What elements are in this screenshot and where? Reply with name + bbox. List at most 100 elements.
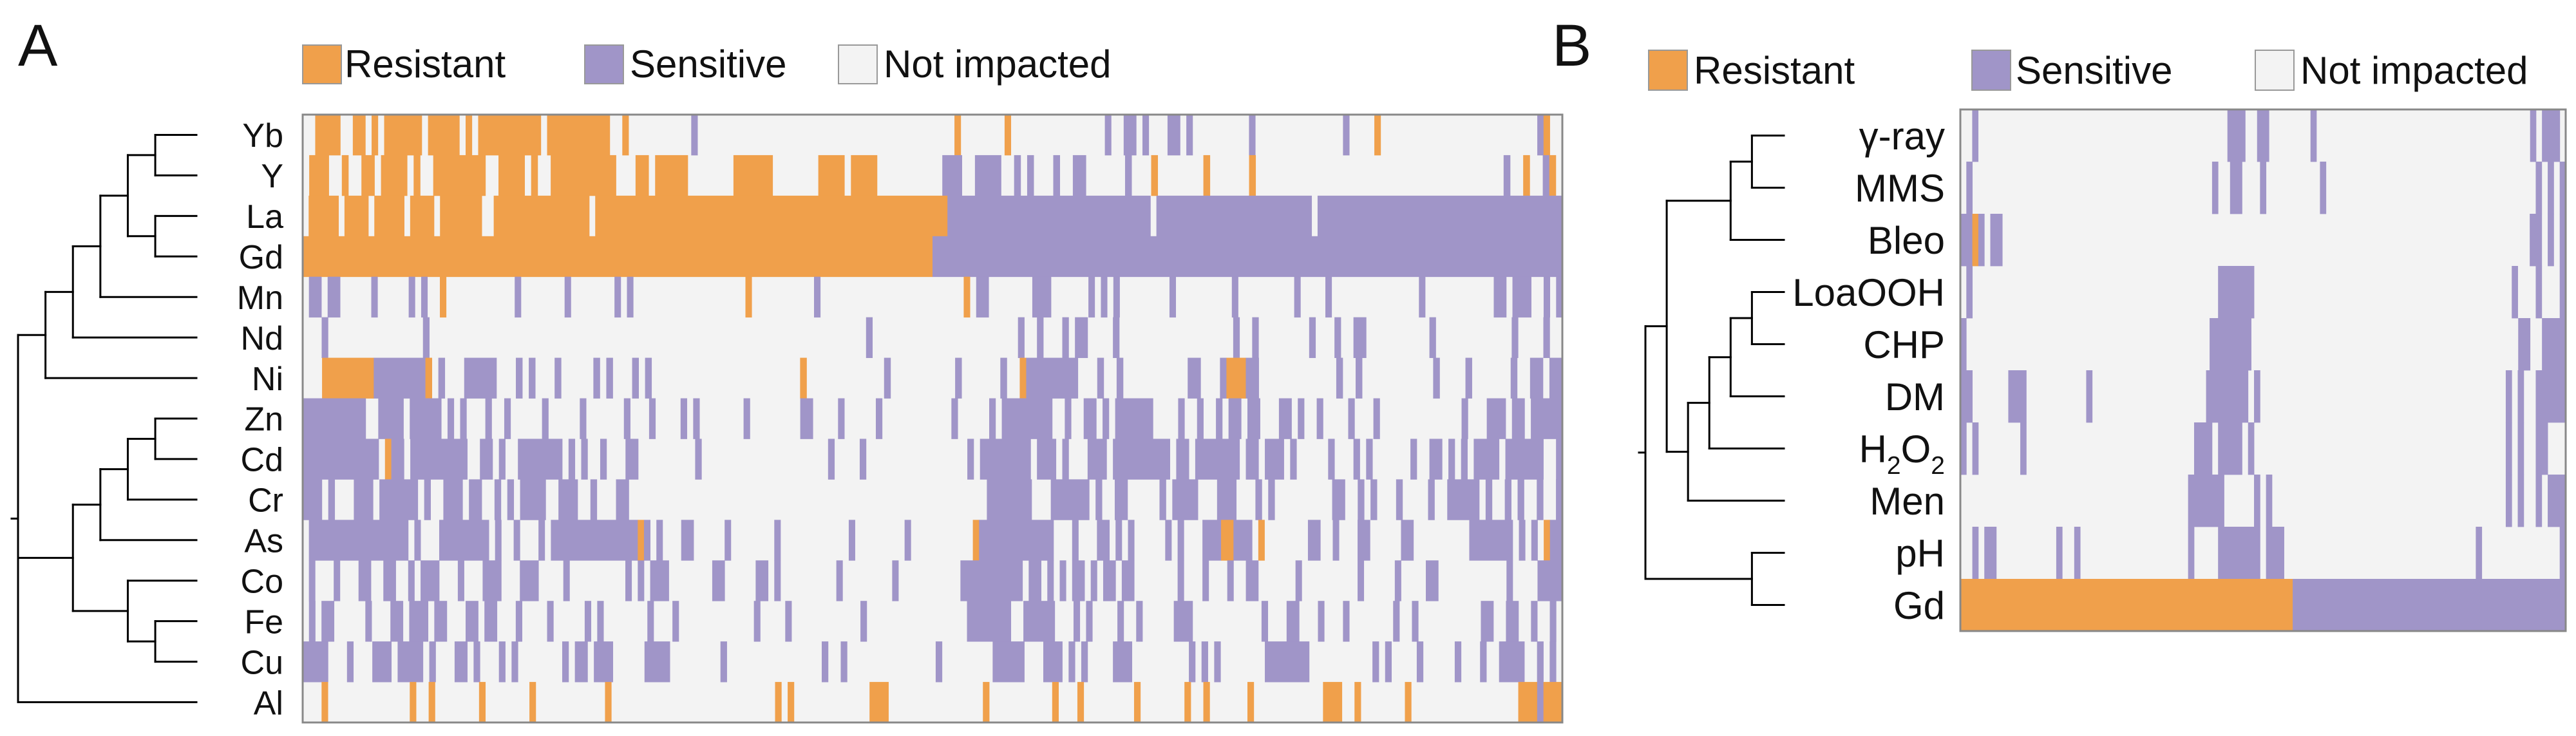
heatmap-a-cell-sensitive <box>443 479 463 520</box>
heatmap-a-cell-sensitive <box>1220 357 1227 399</box>
row-label-a-0: Yb <box>242 117 283 155</box>
heatmap-a-cell-sensitive <box>374 357 426 399</box>
heatmap-a-cell-resistant <box>1221 520 1234 561</box>
heatmap-a-cell-sensitive <box>1214 641 1221 683</box>
heatmap-b-cell-sensitive <box>2535 422 2548 475</box>
heatmap-a-cell-resistant <box>1544 520 1551 561</box>
heatmap-a-cell-sensitive <box>421 560 440 601</box>
heatmap-a-cell-sensitive <box>504 398 511 439</box>
heatmap-a-cell-sensitive <box>1252 317 1259 358</box>
heatmap-a-cell-sensitive <box>600 439 607 480</box>
heatmap-a-cell-sensitive <box>987 479 1032 520</box>
heatmap-b-cell-sensitive <box>2535 370 2566 423</box>
heatmap-a-cell-sensitive <box>1247 398 1260 439</box>
heatmap-a-cell-sensitive <box>513 520 520 561</box>
heatmap-a-cell-sensitive <box>866 317 873 358</box>
heatmap-a-cell-sensitive <box>574 641 588 683</box>
heatmap-a-cell-sensitive <box>469 479 482 520</box>
heatmap-a-cell-sensitive <box>836 560 843 601</box>
heatmap-a-cell-sensitive <box>967 439 974 480</box>
heatmap-a-cell-sensitive <box>558 479 578 520</box>
heatmap-a-cell-sensitive <box>693 398 700 439</box>
heatmap-a-cell-sensitive <box>564 276 571 318</box>
heatmap-a-cell-sensitive <box>1356 357 1363 399</box>
heatmap-b-cell-sensitive <box>2056 527 2063 580</box>
heatmap-a-cell-resistant <box>413 155 421 196</box>
heatmap-a-cell-resistant <box>498 155 525 196</box>
heatmap-a-cell-sensitive <box>681 520 694 561</box>
heatmap-a-cell-sensitive <box>680 398 687 439</box>
heatmap-a-cell-sensitive <box>1188 357 1201 399</box>
heatmap-a-cell-sensitive <box>321 601 335 642</box>
heatmap-a-cell-sensitive <box>1177 520 1184 561</box>
heatmap-a-cell-sensitive <box>1549 641 1557 683</box>
heatmap-a-cell-sensitive <box>372 641 392 683</box>
heatmap-a-cell-sensitive <box>358 560 372 601</box>
heatmap-a-cell-sensitive <box>1178 398 1185 439</box>
heatmap-a-cell-sensitive <box>1556 479 1563 520</box>
heatmap-a-cell-resistant <box>440 276 447 318</box>
heatmap-a-cell-sensitive <box>840 641 848 683</box>
heatmap-a-cell-sensitive <box>473 641 480 683</box>
heatmap-b-cell-sensitive <box>2074 527 2081 580</box>
heatmap-a-cell-sensitive <box>1245 357 1259 399</box>
heatmap-a-cell-sensitive <box>1290 439 1297 480</box>
heatmap-b-cell-sensitive <box>2517 370 2524 423</box>
heatmap-b-cell-sensitive <box>2559 214 2566 267</box>
heatmap-a-cell-sensitive <box>1103 398 1110 439</box>
heatmap-a-cell-resistant <box>493 195 590 237</box>
heatmap-a-cell-sensitive <box>346 641 354 683</box>
heatmap-b-cell-sensitive <box>2548 162 2554 214</box>
heatmap-a-cell-sensitive <box>1165 520 1172 561</box>
heatmap-a-cell-resistant <box>308 195 339 237</box>
heatmap-a-cell-sensitive <box>371 276 378 318</box>
heatmap-a-cell-sensitive <box>1068 641 1075 683</box>
heatmap-a-cell-sensitive <box>484 601 498 642</box>
heatmap-b-cell-sensitive <box>1972 422 1979 475</box>
heatmap-a-cell-sensitive <box>753 601 761 642</box>
heatmap-a-cell-resistant <box>745 276 752 318</box>
row-label-b-2: Bleo <box>1868 219 1945 262</box>
heatmap-a-cell-resistant <box>1374 115 1381 156</box>
heatmap-b-cell-sensitive <box>2505 475 2512 527</box>
heatmap-a-cell-resistant <box>466 115 473 156</box>
row-label-a-3: Gd <box>239 239 283 276</box>
heatmap-a-cell-sensitive <box>1072 560 1085 601</box>
heatmap-a-cell-sensitive <box>568 439 576 480</box>
heatmap-a-cell-sensitive <box>328 479 336 520</box>
heatmap-a-cell-sensitive <box>1173 601 1193 642</box>
heatmap-a-cell-sensitive <box>485 398 492 439</box>
heatmap-a-cell-sensitive <box>1233 520 1253 561</box>
heatmap-a-cell-resistant <box>529 682 536 723</box>
heatmap-a-cell-sensitive <box>327 276 341 318</box>
heatmap-a-cell-resistant <box>1323 682 1343 723</box>
heatmap-a-cell-sensitive <box>979 520 1054 561</box>
heatmap-a-cell-resistant <box>410 682 417 723</box>
heatmap-a-cell-sensitive <box>1531 398 1563 439</box>
heatmap-a-cell-sensitive <box>1201 641 1208 683</box>
heatmap-a-cell-sensitive <box>1510 357 1518 399</box>
heatmap-a-cell-sensitive <box>1172 479 1198 520</box>
dendrogram-b <box>1638 135 1785 606</box>
heatmap-a-cell-sensitive <box>1473 439 1500 480</box>
heatmap-a-cell-sensitive <box>644 641 670 683</box>
heatmap-a-cell-sensitive <box>1216 398 1223 439</box>
heatmap-a-cell-sensitive <box>303 479 323 520</box>
heatmap-a-cell-sensitive <box>1358 560 1365 601</box>
heatmap-a-cell-sensitive <box>625 439 639 480</box>
heatmap-a-cell-sensitive <box>466 601 478 642</box>
heatmap-a-cell-resistant <box>321 682 328 723</box>
heatmap-a-cell-resistant <box>635 155 649 196</box>
heatmap-a-cell-sensitive <box>1454 641 1462 683</box>
heatmap-a-cell-sensitive <box>495 520 502 561</box>
heatmap-b-cell-sensitive <box>1960 318 1967 371</box>
heatmap-a-cell-sensitive <box>1373 398 1380 439</box>
heatmap-a-cell-sensitive <box>1504 479 1511 520</box>
heatmap-a-cell-sensitive <box>1348 398 1355 439</box>
heatmap-a-cell-sensitive <box>581 439 588 480</box>
heatmap-a-cell-sensitive <box>1537 479 1544 520</box>
heatmap-b-cell-sensitive <box>2535 475 2543 527</box>
heatmap-a-cell-sensitive <box>1556 276 1563 318</box>
heatmap-a-cell-sensitive <box>410 439 468 480</box>
